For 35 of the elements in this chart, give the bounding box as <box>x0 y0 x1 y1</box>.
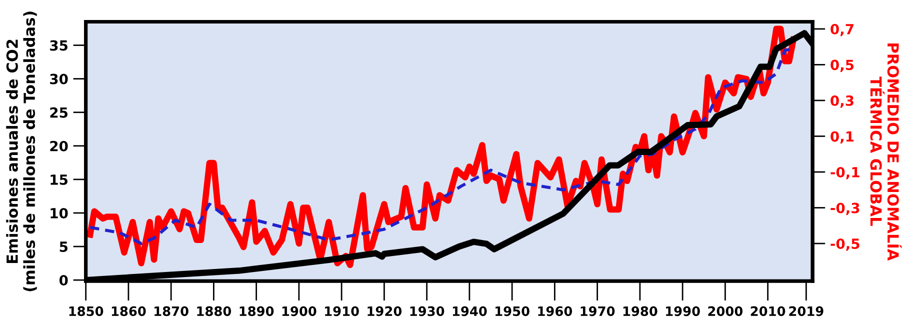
y-tick-label: 30 <box>50 74 68 84</box>
x-tick-label: 1910 <box>325 306 359 316</box>
y-tick-label: 15 <box>50 174 68 185</box>
y2-tick-label: -0,1 <box>830 166 860 180</box>
y2-tick-label: -0,5 <box>830 238 860 251</box>
x-tick-label: 1950 <box>496 306 530 316</box>
y2-tick-label: 0,3 <box>830 95 854 108</box>
x-tick-label: 1940 <box>452 306 487 316</box>
x-tick-label: 1970 <box>580 306 615 316</box>
y-tick-label: 5 <box>60 242 68 252</box>
x-tick-label: 1890 <box>240 306 274 316</box>
x-tick-label: 1900 <box>282 306 316 316</box>
x-tick-label: 2000 <box>708 306 743 316</box>
x-tick-label: 1880 <box>197 306 232 316</box>
y-tick-label: 35 <box>50 40 68 51</box>
y-tick-label: 0 <box>59 275 68 286</box>
x-tick-label: 1870 <box>154 306 188 316</box>
x-tick-label: 2010 <box>750 306 786 316</box>
y2-tick-label: -0,3 <box>830 202 860 215</box>
y2-tick-label: 0,7 <box>830 24 854 36</box>
y-tick-label: 25 <box>50 107 68 118</box>
x-tick-label: 1960 <box>538 306 572 316</box>
x-tick-label: 1920 <box>368 306 402 316</box>
x-tick-label: 1980 <box>623 306 658 316</box>
y2-axis-title: PROMEDIO DE ANOMALÍA TÉRMICA GLOBAL <box>870 44 902 261</box>
y-tick-label: 20 <box>50 140 68 152</box>
y-tick-label: 10 <box>50 208 68 218</box>
x-tick-label: 1860 <box>112 306 146 316</box>
y-axis-title: Emisiones anuales de CO2 (miles de millones de Toneladas) <box>6 12 37 292</box>
x-tick-label: 1850 <box>69 306 104 316</box>
x-tick-label: 1930 <box>410 306 444 316</box>
x-tick-label: 1990 <box>666 306 700 316</box>
y2-tick-label: 0,5 <box>830 60 854 72</box>
x-tick-label: 2019 <box>789 306 824 316</box>
y2-tick-label: 0,1 <box>830 131 854 144</box>
